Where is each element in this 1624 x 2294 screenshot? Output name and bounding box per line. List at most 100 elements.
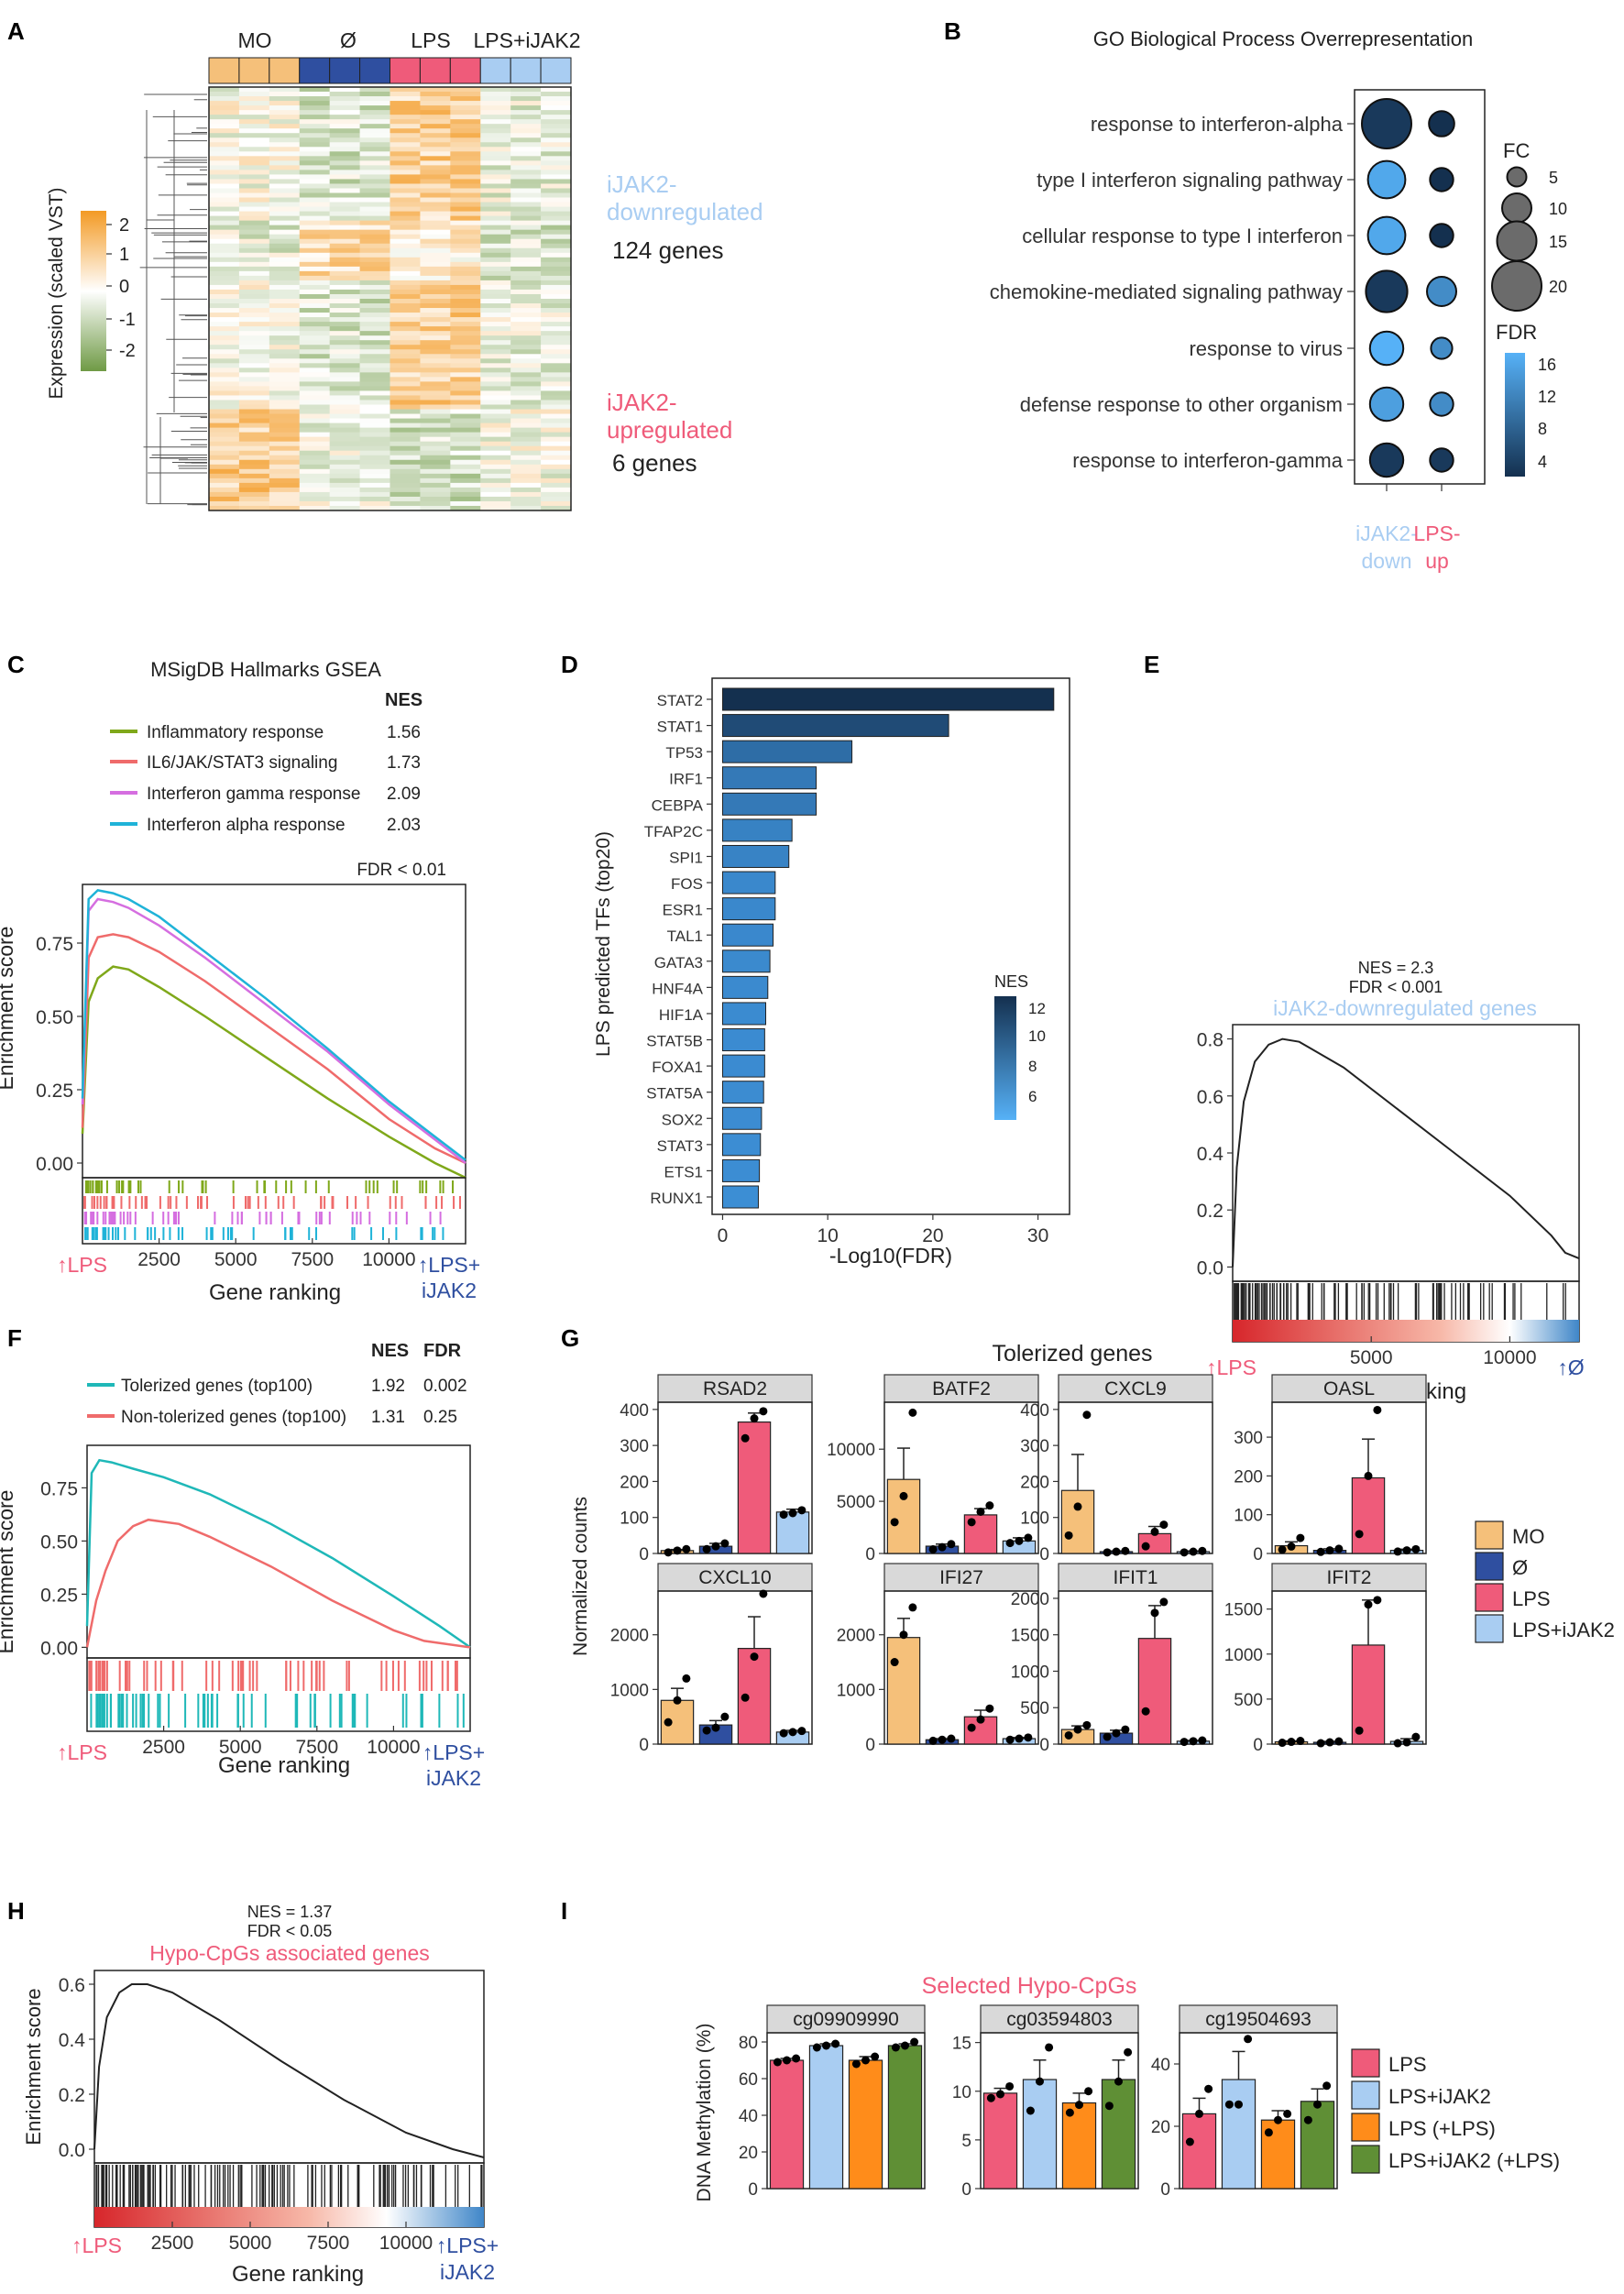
y-tick-label: 0 <box>1039 1545 1049 1564</box>
y-tick-label: 40 <box>739 2107 758 2126</box>
heatmap-cell <box>480 151 511 157</box>
heatmap-cell <box>238 455 270 461</box>
heatmap-cell <box>541 247 572 254</box>
heatmap-cell <box>510 390 542 396</box>
heatmap-cell <box>329 423 360 429</box>
data-point <box>1334 1544 1344 1553</box>
heatmap-cell <box>359 211 390 217</box>
heatmap-cell <box>480 137 511 143</box>
panel-letter-H: H <box>7 1897 25 1925</box>
heatmap-cell <box>299 160 331 166</box>
heatmap-cell <box>390 234 421 240</box>
heatmap-cell <box>209 179 240 184</box>
heatmap-cell <box>390 404 421 410</box>
tf-label: TFAP2C <box>644 823 703 840</box>
heatmap-cell <box>510 500 542 507</box>
heatmap-cell <box>510 445 542 452</box>
heatmap-cell <box>209 165 240 170</box>
heatmap-cell <box>450 96 481 102</box>
heatmap-cell <box>450 188 481 193</box>
heatmap-cell <box>450 386 481 391</box>
heatmap-cell <box>480 500 511 507</box>
heatmap-cell <box>450 450 481 456</box>
heatmap-cell <box>299 225 331 231</box>
heatmap-cell <box>480 170 511 175</box>
y-tick-label: 80 <box>739 2034 758 2053</box>
data-point <box>910 2037 919 2047</box>
heatmap-cell <box>541 464 572 470</box>
heatmap-cell <box>299 105 331 111</box>
heatmap-cell <box>299 368 331 373</box>
fdr-legend-gradient <box>1505 353 1525 477</box>
heatmap-cell <box>450 358 481 364</box>
heatmap-cell <box>238 368 270 373</box>
heatmap-cell <box>209 183 240 189</box>
heatmap-cell <box>329 165 360 170</box>
heatmap-cell <box>450 220 481 226</box>
heatmap-cell <box>390 340 421 346</box>
facet-strip <box>657 1563 813 1592</box>
heatmap-cell <box>209 372 240 378</box>
data-point <box>1045 2043 1054 2052</box>
heatmap-cell <box>390 381 421 387</box>
tf-label: HIF1A <box>659 1006 704 1024</box>
heatmap-cell <box>510 459 542 466</box>
heatmap-cell <box>269 400 301 405</box>
heatmap-cell <box>329 147 360 152</box>
heatmap-cell <box>450 151 481 157</box>
y-axis-title: Enrichment score <box>0 927 17 1091</box>
tf-label: SPI1 <box>669 849 703 866</box>
y-tick-label: 5000 <box>837 1493 875 1512</box>
heatmap-cell <box>238 349 270 355</box>
heatmap-cell <box>329 202 360 207</box>
heatmap-cell <box>359 110 390 115</box>
bar <box>886 1478 921 1554</box>
legend-label: LPS+iJAK2 <box>1388 2085 1491 2108</box>
data-point <box>1073 1502 1082 1511</box>
go-dot <box>1429 447 1454 473</box>
heatmap-cell <box>541 500 572 507</box>
heatmap-cell <box>299 313 331 318</box>
heatmap-cell <box>420 317 451 323</box>
tf-bar <box>721 792 817 816</box>
heatmap-cell <box>420 487 451 493</box>
heatmap-cell <box>541 87 572 93</box>
heatmap-cell <box>269 377 301 382</box>
panel-b-go-dotplot: GO Biological Process Overrepresentation… <box>990 27 1567 573</box>
heatmap-cell <box>329 247 360 254</box>
tf-bar <box>721 871 776 895</box>
heatmap-cell <box>510 423 542 429</box>
heatmap-cell <box>299 349 331 355</box>
heatmap-cell <box>450 404 481 410</box>
heatmap-cell <box>541 211 572 217</box>
gsea-curve <box>85 1458 471 1649</box>
heatmap-cell <box>390 284 421 291</box>
heatmap-cell <box>359 340 390 346</box>
heatmap-cell <box>359 349 390 355</box>
heatmap-cell <box>269 92 301 97</box>
go-dot <box>1366 215 1407 256</box>
heatmap-cell <box>269 133 301 138</box>
heatmap-group-bar <box>299 57 331 84</box>
heatmap-cell <box>299 500 331 507</box>
heatmap-cell <box>299 400 331 405</box>
legend-swatch <box>1475 1614 1504 1643</box>
heatmap-cell <box>510 482 542 488</box>
heatmap-cell <box>359 308 390 313</box>
heatmap-cell <box>269 331 301 336</box>
y-axis-title: DNA Methylation (%) <box>694 2024 715 2202</box>
heatmap-cell <box>390 331 421 336</box>
heatmap-cell <box>390 372 421 378</box>
gsea-curve <box>85 1518 471 1649</box>
heatmap-cell <box>329 174 360 180</box>
heatmap-cell <box>329 133 360 138</box>
heatmap-cell <box>450 243 481 249</box>
heatmap-cell <box>510 238 542 245</box>
heatmap-cell <box>541 261 572 268</box>
heatmap-cell <box>329 372 360 378</box>
heatmap-cell <box>238 326 270 332</box>
heatmap-cell <box>329 124 360 129</box>
heatmap-cell <box>541 101 572 106</box>
go-dot <box>1368 330 1405 367</box>
tf-bar <box>721 1158 761 1182</box>
